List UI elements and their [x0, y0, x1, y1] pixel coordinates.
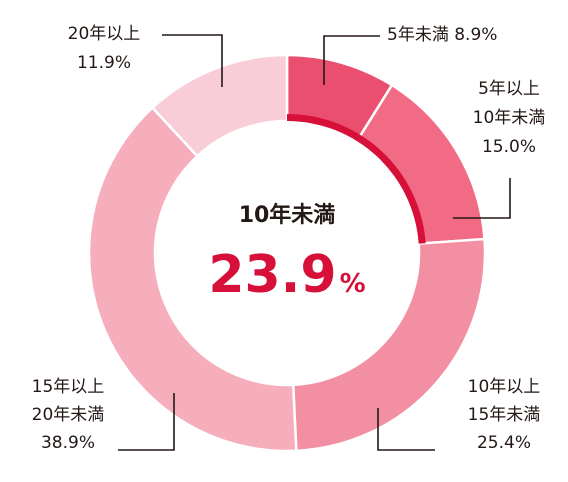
leader-under-5-years	[323, 35, 380, 85]
label-line: 15年未満	[468, 405, 541, 425]
label-5-to-10-years: 5年以上 10年未満 15.0%	[473, 79, 546, 157]
label-line: 5年未満 8.9%	[387, 25, 497, 45]
center-value: 23.9	[208, 245, 336, 305]
label-15-to-20-years: 15年以上 20年未満 38.9%	[32, 377, 105, 453]
label-over-20-years: 20年以上 11.9%	[68, 24, 141, 73]
label-line: 25.4%	[477, 433, 531, 453]
label-line: 20年未満	[32, 405, 105, 425]
label-line: 5年以上	[478, 79, 540, 99]
center-title: 10年未満	[239, 202, 336, 228]
center-unit: %	[340, 269, 366, 299]
slice-labels: 5年未満 8.9% 5年以上 10年未満 15.0% 10年以上 15年未満 25.4% 15…	[32, 24, 546, 453]
under-10-years-highlight-arc	[287, 114, 426, 244]
slice-over-20-years	[150, 53, 289, 158]
label-10-to-15-years: 10年以上 15年未満 25.4%	[468, 377, 541, 453]
label-under-5-years: 5年未満 8.9%	[387, 25, 497, 45]
slice-15-to-20-years	[87, 105, 298, 453]
label-line: 15.0%	[482, 137, 536, 157]
leader-10-to-15-years	[377, 408, 435, 451]
leader-5-to-10-years	[453, 178, 511, 219]
label-line: 11.9%	[77, 53, 131, 73]
label-line: 38.9%	[41, 433, 95, 453]
label-line: 15年以上	[32, 377, 105, 397]
leader-15-to-20-years	[118, 393, 175, 451]
leader-over-20-years	[162, 34, 223, 87]
leader-lines	[118, 34, 511, 451]
label-line: 10年未満	[473, 108, 546, 128]
label-line: 20年以上	[68, 24, 141, 44]
label-line: 10年以上	[468, 377, 541, 397]
slice-10-to-15-years	[291, 237, 487, 453]
center-value-text: 23.9%	[208, 245, 365, 305]
